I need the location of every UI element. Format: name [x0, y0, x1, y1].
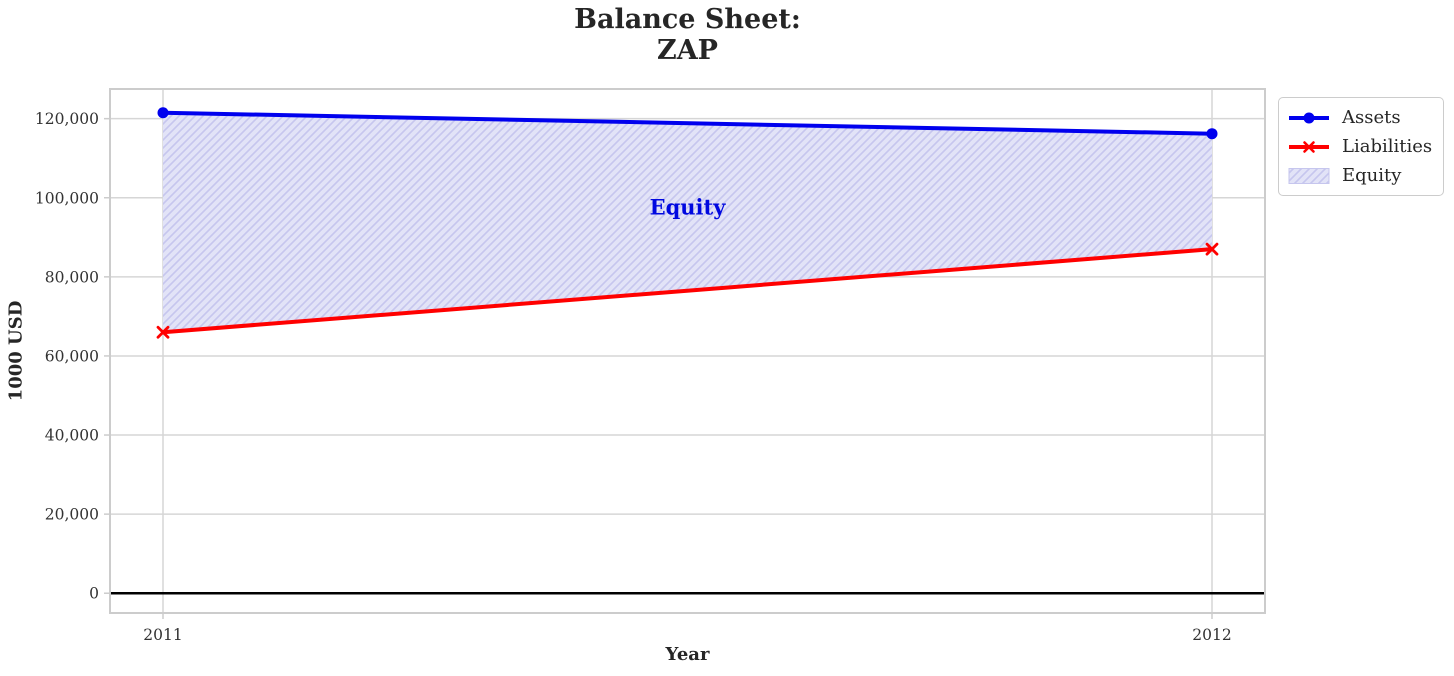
svg-text:0: 0 — [89, 585, 99, 603]
legend-label-equity: Equity — [1342, 165, 1402, 186]
plot-area: 0 20,000 40,000 60,000 80,000 100,000 120,000 2… — [35, 88, 1266, 644]
legend-item-liabilities: Liabilities — [1288, 134, 1432, 159]
assets-line-icon — [1289, 112, 1329, 123]
legend-label-assets: Assets — [1342, 107, 1401, 128]
equity-patch-icon — [1288, 167, 1330, 184]
svg-text:100,000: 100,000 — [35, 189, 99, 207]
svg-text:20,000: 20,000 — [45, 506, 99, 524]
legend-item-assets: Assets — [1288, 105, 1432, 130]
chart-title-line1: Balance Sheet: — [574, 4, 801, 35]
svg-text:60,000: 60,000 — [45, 347, 99, 365]
legend-label-liabilities: Liabilities — [1342, 136, 1433, 157]
x-axis-label: Year — [665, 644, 710, 665]
svg-text:80,000: 80,000 — [45, 268, 99, 286]
chart-title: Balance Sheet: ZAP — [110, 4, 1265, 66]
y-axis-label: 1000 USD — [5, 300, 27, 402]
svg-text:120,000: 120,000 — [35, 110, 99, 128]
svg-text:2012: 2012 — [1192, 626, 1231, 644]
liabilities-line-icon — [1289, 140, 1329, 153]
legend-item-equity: Equity — [1288, 163, 1432, 188]
svg-text:40,000: 40,000 — [45, 427, 99, 445]
svg-text:Equity: Equity — [650, 195, 727, 220]
legend: Assets Liabilities Equity — [1278, 97, 1445, 196]
svg-text:2011: 2011 — [143, 626, 182, 644]
chart-title-line2: ZAP — [657, 35, 718, 66]
